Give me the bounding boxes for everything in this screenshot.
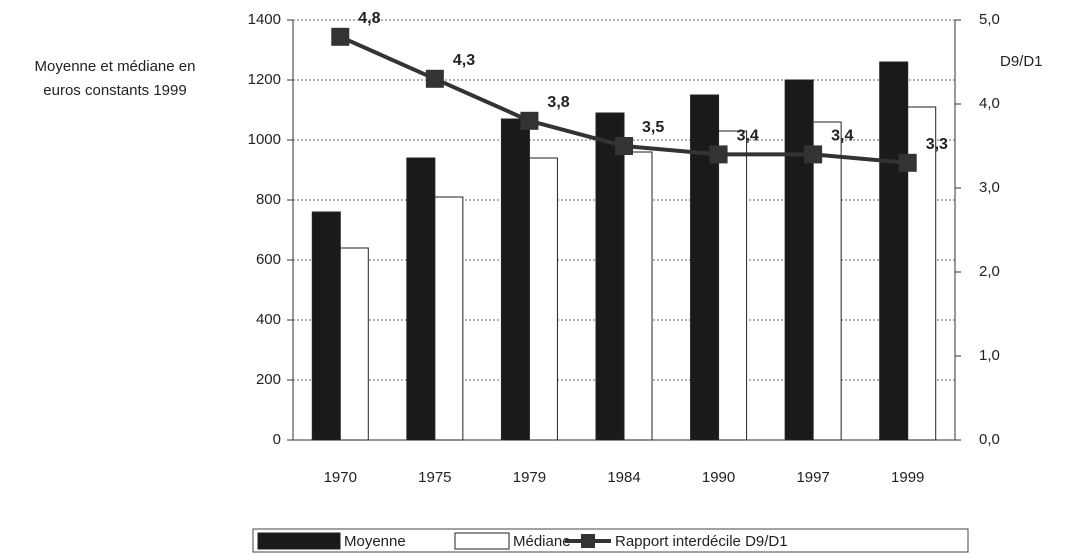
line-marker (331, 27, 350, 46)
bar (879, 61, 909, 441)
legend-label: Moyenne (344, 533, 406, 550)
y2-tick-label: 1,0 (979, 347, 1000, 364)
y-tick-label: 600 (256, 251, 281, 268)
line-marker (425, 69, 444, 88)
legend-label: Médiane (513, 533, 571, 550)
y2-tick-label: 4,0 (979, 95, 1000, 112)
value-label: 3,5 (642, 119, 664, 136)
y-tick-label: 1000 (248, 131, 281, 148)
value-label: 4,3 (453, 52, 475, 69)
value-label: 3,4 (831, 128, 853, 145)
bar (812, 121, 842, 441)
value-label: 3,4 (737, 128, 759, 145)
y-tick-label: 1200 (248, 71, 281, 88)
bar (500, 118, 530, 441)
x-tick-label: 1990 (702, 469, 735, 486)
line-marker (615, 137, 633, 155)
line-marker (709, 145, 728, 164)
bar (311, 211, 341, 441)
y2-axis-label: D9/D1 (1000, 53, 1043, 70)
bar (528, 157, 558, 441)
y-tick-label: 400 (256, 311, 281, 328)
x-tick-label: 1997 (796, 469, 829, 486)
legend-swatch (454, 532, 510, 550)
bar (434, 196, 464, 441)
x-tick-label: 1984 (607, 469, 640, 486)
y-axis-label: Moyenne et médiane en euros constants 19… (34, 58, 196, 99)
y2-tick-label: 3,0 (979, 179, 1000, 196)
x-tick-label: 1999 (891, 469, 924, 486)
bar (784, 79, 814, 441)
y-tick-label: 200 (256, 371, 281, 388)
y2-tick-label: 0,0 (979, 431, 1000, 448)
y-tick-label: 1400 (248, 11, 281, 28)
legend-swatch (257, 532, 341, 550)
value-label: 3,3 (926, 136, 948, 153)
bar (623, 151, 653, 441)
legend-label: Rapport interdécile D9/D1 (615, 533, 788, 550)
line-marker (520, 111, 539, 130)
x-tick-label: 1970 (324, 469, 357, 486)
legend-swatch-marker (581, 534, 595, 548)
line-marker (804, 145, 823, 164)
bar (406, 157, 436, 441)
x-tick-label: 1979 (513, 469, 546, 486)
bar (595, 112, 625, 441)
y2-tick-label: 5,0 (979, 11, 1000, 28)
bar (718, 130, 748, 441)
y-tick-label: 0 (273, 431, 281, 448)
value-label: 3,8 (547, 94, 569, 111)
y2-tick-label: 2,0 (979, 263, 1000, 280)
y-tick-label: 800 (256, 191, 281, 208)
line-marker (898, 153, 917, 172)
value-label: 4,8 (358, 10, 380, 27)
bar (339, 247, 369, 441)
x-tick-label: 1975 (418, 469, 451, 486)
